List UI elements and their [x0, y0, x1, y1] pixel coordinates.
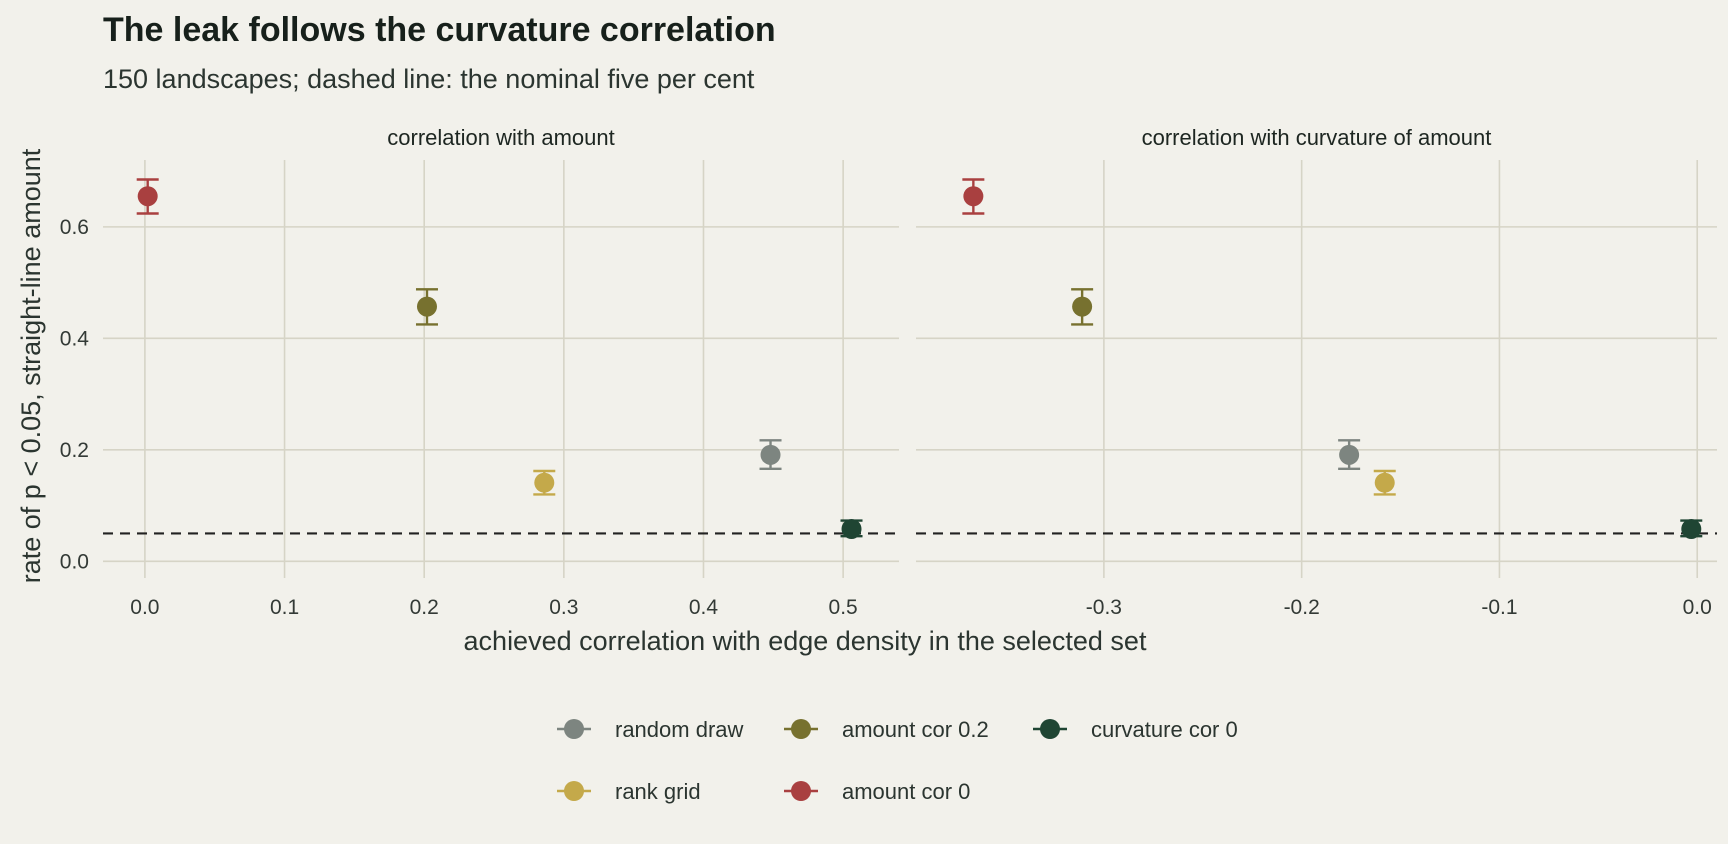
- point-marker: [760, 444, 781, 465]
- legend-item-curvature-cor-0: curvature cor 0: [1033, 717, 1238, 742]
- legend-item-random-draw: random draw: [557, 717, 744, 742]
- legend-label: rank grid: [615, 779, 701, 804]
- point-marker: [534, 472, 555, 493]
- x-tick-label: -0.2: [1284, 596, 1320, 619]
- data-point-random-draw: [759, 439, 782, 470]
- legend-label: amount cor 0: [842, 779, 970, 804]
- data-point-amount-cor-0: [962, 178, 985, 215]
- data-point-rank-grid: [1373, 469, 1396, 496]
- x-tick-label: 0.3: [549, 596, 578, 619]
- point-marker: [1681, 518, 1702, 539]
- x-tick-label: 0.5: [829, 596, 858, 619]
- legend-item-rank-grid: rank grid: [557, 779, 701, 804]
- chart-title: The leak follows the curvature correlati…: [103, 11, 776, 49]
- y-tick-label: 0.6: [60, 216, 89, 239]
- y-tick-label: 0.2: [60, 439, 89, 462]
- point-marker: [1339, 444, 1360, 465]
- y-axis-title: rate of p < 0.05, straight-line amount: [16, 148, 46, 583]
- legend-item-amount-cor-0: amount cor 0: [784, 779, 970, 804]
- data-point-rank-grid: [533, 469, 556, 496]
- point-marker: [137, 186, 158, 207]
- facet-panels: correlation with amount 0.0 0.2 0.4 0.6 0.0 0.…: [60, 125, 1717, 619]
- legend-item-amount-cor-0-2: amount cor 0.2: [784, 717, 989, 742]
- y-tick-label: 0.4: [60, 327, 90, 350]
- facet-panel-1: correlation with amount 0.0 0.2 0.4 0.6 0.0 0.…: [60, 125, 899, 619]
- data-point-random-draw: [1338, 439, 1361, 470]
- point-marker: [416, 296, 437, 317]
- x-tick-label: -0.3: [1086, 596, 1122, 619]
- data-point-curvature-cor-0: [1680, 518, 1703, 539]
- x-tick-label: 0.0: [130, 596, 159, 619]
- x-tick-label: 0.2: [410, 596, 439, 619]
- legend-key-marker: [1040, 719, 1060, 739]
- facet-strip-label: correlation with curvature of amount: [1142, 125, 1492, 150]
- legend-key-marker: [791, 781, 811, 801]
- point-marker: [1374, 472, 1395, 493]
- y-tick-label: 0.0: [60, 550, 89, 573]
- data-point-curvature-cor-0: [840, 518, 863, 539]
- legend-label: curvature cor 0: [1091, 717, 1238, 742]
- x-tick-label: -0.1: [1481, 596, 1517, 619]
- legend-key-marker: [791, 719, 811, 739]
- legend-label: random draw: [615, 717, 744, 742]
- point-marker: [841, 518, 862, 539]
- facet-strip-label: correlation with amount: [387, 125, 614, 150]
- data-point-amount-cor-0-2: [1071, 288, 1094, 326]
- x-tick-label: 0.4: [689, 596, 719, 619]
- point-marker: [1072, 296, 1093, 317]
- chart-subtitle: 150 landscapes; dashed line: the nominal…: [103, 64, 755, 94]
- point-marker: [963, 186, 984, 207]
- legend-label: amount cor 0.2: [842, 717, 989, 742]
- legend-key-marker: [564, 719, 584, 739]
- x-tick-label: 0.1: [270, 596, 299, 619]
- data-point-amount-cor-0: [136, 178, 159, 215]
- facet-panel-2: correlation with curvature of amount -0.3…: [916, 125, 1717, 619]
- data-point-amount-cor-0-2: [415, 288, 438, 326]
- x-axis-title: achieved correlation with edge density i…: [464, 626, 1147, 656]
- legend-key-marker: [564, 781, 584, 801]
- legend: random draw amount cor 0.2 curvature cor 0…: [557, 717, 1238, 804]
- x-tick-label: 0.0: [1683, 596, 1712, 619]
